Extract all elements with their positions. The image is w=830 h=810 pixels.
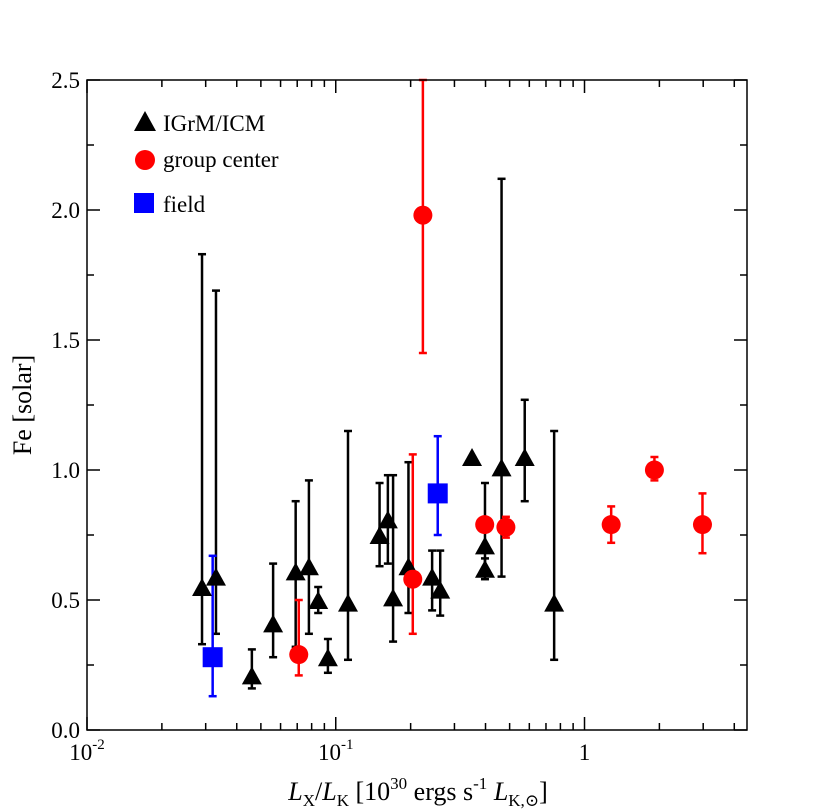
- igrm-icm-point: [192, 578, 213, 596]
- y-tick-label: 1.0: [51, 458, 80, 483]
- legend-triangle-marker: [134, 111, 156, 131]
- plot-frame: [86, 79, 748, 731]
- y-tick-label: 0.5: [51, 588, 80, 613]
- y-tick-label: 2.5: [51, 68, 80, 93]
- field-point: [427, 483, 448, 504]
- group-center-point: [289, 645, 309, 665]
- legend-label-field: field: [163, 192, 206, 217]
- x-tick-label: 10-2: [69, 737, 105, 765]
- igrm-icm-point: [462, 448, 483, 466]
- group-center-point: [644, 460, 664, 480]
- axis-ticks: [86, 79, 747, 731]
- y-tick-label: 2.0: [51, 198, 80, 223]
- group-center-point: [601, 515, 621, 535]
- legend-label-group-center: group center: [163, 147, 279, 172]
- y-tick-label: 0.0: [51, 718, 80, 743]
- legend-circle-marker: [135, 150, 155, 170]
- y-axis-label: Fe [solar]: [8, 355, 37, 455]
- igrm-icm-point: [544, 593, 565, 612]
- igrm-icm-point: [474, 559, 495, 578]
- y-tick-label: 1.5: [51, 328, 80, 353]
- igrm-icm-point: [422, 567, 443, 586]
- igrm-icm-point: [205, 567, 226, 586]
- igrm-icm-point: [263, 614, 284, 633]
- group-center-point: [403, 569, 423, 589]
- igrm-icm-point: [308, 591, 329, 609]
- group-center-point: [475, 515, 495, 535]
- error-bars: [198, 78, 707, 698]
- igrm-icm-point: [514, 448, 535, 466]
- x-tick-label: 10-1: [318, 737, 354, 765]
- tick-labels: 0.0 0.5 1.0 1.5 2.0 2.5 10-2 10-1 1: [51, 68, 590, 765]
- field-point: [202, 647, 223, 668]
- igrm-icm-point: [369, 526, 390, 544]
- igrm-icm-point: [317, 648, 338, 667]
- igrm-icm-point: [377, 510, 398, 529]
- legend-label-igrm: IGrM/ICM: [163, 111, 265, 136]
- group-center-point: [413, 205, 433, 225]
- igrm-icm-point: [430, 580, 451, 599]
- legend-square-marker: [134, 193, 154, 213]
- x-axis-label: LX/LK [1030 ergs s-1 LK,⊙]: [287, 774, 547, 810]
- group-center-point: [496, 517, 516, 537]
- igrm-icm-point: [491, 458, 512, 477]
- data-markers: [192, 205, 712, 685]
- igrm-icm-point: [383, 588, 404, 607]
- igrm-icm-point: [241, 666, 262, 685]
- legend: IGrM/ICM group center field: [134, 111, 279, 217]
- igrm-icm-point: [298, 557, 319, 576]
- group-center-point: [692, 515, 712, 535]
- igrm-icm-point: [285, 562, 306, 581]
- igrm-icm-point: [337, 593, 358, 612]
- igrm-icm-point: [474, 536, 495, 555]
- x-tick-label: 1: [579, 740, 591, 765]
